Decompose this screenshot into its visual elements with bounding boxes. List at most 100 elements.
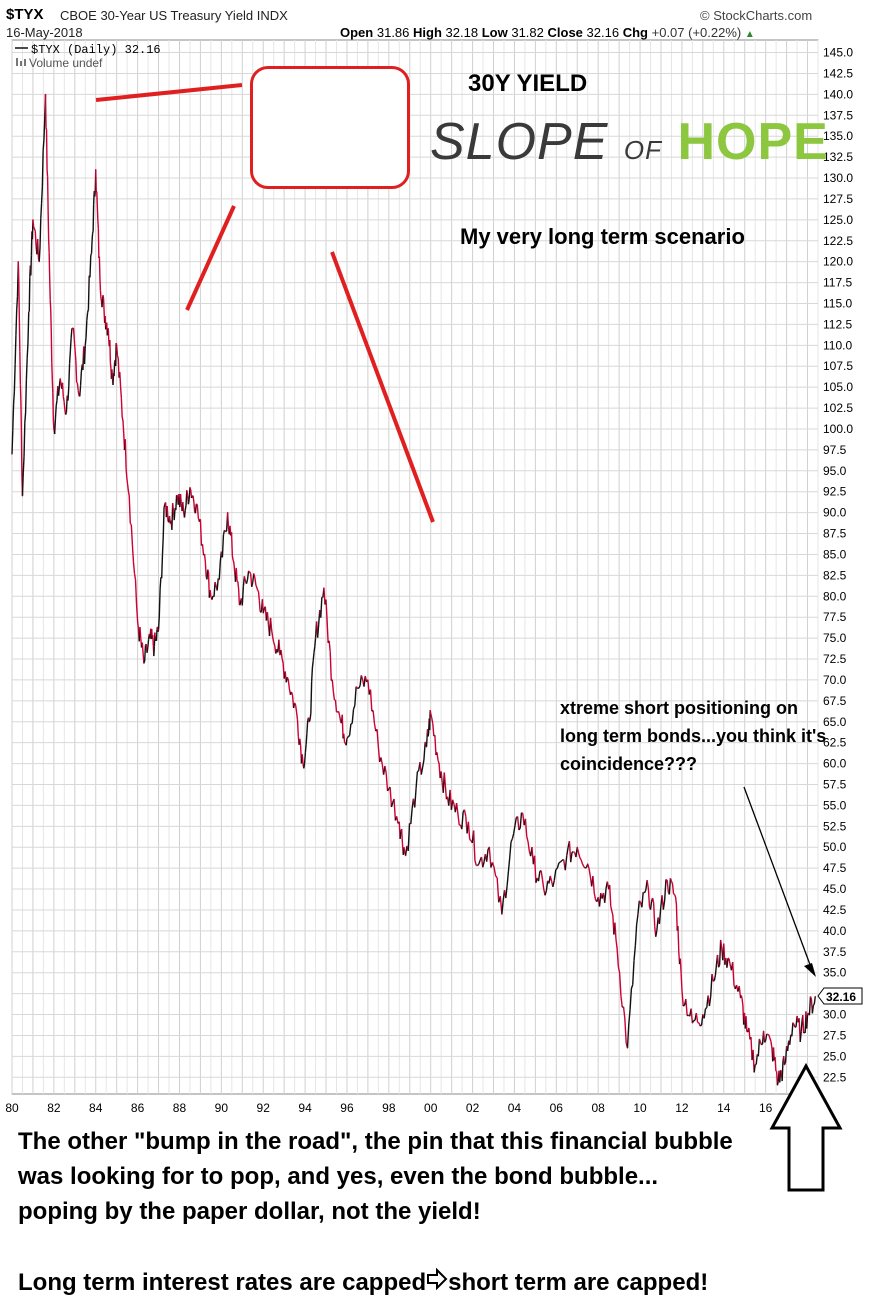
series-segment [686,1014,689,1017]
series-segment [270,629,274,637]
series-segment [624,1018,627,1044]
series-segment [389,787,393,808]
x-tick-label: 88 [173,1101,187,1115]
series-segment [96,205,99,221]
series-segment [699,1024,702,1027]
series-point [287,679,289,681]
series-segment [230,532,234,556]
series-segment [491,862,495,868]
series-segment [128,495,131,524]
plot-area [11,39,819,1095]
series-segment [12,404,15,431]
series-segment [463,809,467,817]
series-segment [393,798,397,821]
x-tick-label: 06 [550,1101,564,1115]
series-segment [188,487,191,500]
series-segment [304,744,307,753]
series-segment [399,831,402,839]
series-segment [260,609,263,613]
series-segment [425,737,428,747]
series-segment [668,878,672,895]
y-tick-label: 75.0 [823,631,847,645]
series-segment [478,859,481,865]
series-segment [155,629,158,641]
series-segment [204,562,207,577]
series-segment [710,974,713,997]
series-segment [266,612,270,625]
y-tick-label: 110.0 [823,338,852,352]
series-segment [555,867,558,871]
series-segment [36,239,40,258]
series-segment [352,705,356,710]
series-segment [614,922,617,940]
x-tick-label: 14 [717,1101,731,1115]
series-segment [753,1064,756,1073]
y-tick-label: 87.5 [823,527,847,541]
series-segment [159,577,162,589]
y-tick-label: 130.0 [823,171,853,185]
series-segment [367,679,370,695]
series-segment [690,1008,694,1023]
y-tick-label: 92.5 [823,485,847,499]
series-segment [311,660,314,668]
series-segment [296,719,299,737]
series-segment [27,311,30,344]
series-segment [641,892,644,908]
series-point [95,169,97,171]
series-point [128,495,130,497]
series-segment [237,581,240,590]
series-segment [350,722,353,725]
series-point [262,612,264,614]
series-segment [40,186,44,204]
series-point [702,1013,704,1016]
series-segment [537,871,541,882]
series-segment [414,788,417,808]
series-point [681,988,683,991]
series-segment [96,191,99,206]
series-point [239,604,241,606]
series-point [111,378,114,380]
series-segment [509,841,512,858]
series-segment [51,379,54,393]
series-segment [74,350,77,361]
series-segment [187,499,190,505]
series-segment [427,732,430,737]
series-point [729,963,731,965]
series-segment [122,420,125,434]
series-segment [723,943,726,965]
series-segment [34,231,37,247]
logo-word-slope: SLOPE [430,113,609,171]
open-label: Open [340,25,374,40]
series-segment [573,851,575,854]
series-segment [86,312,89,321]
series-segment [99,278,102,291]
series-segment [400,829,404,844]
series-point [103,311,105,313]
series-segment [95,169,97,192]
series-segment [203,554,207,563]
series-segment [32,219,35,228]
series-segment [184,505,187,511]
series-segment [328,640,331,652]
series-segment [380,757,383,765]
series-segment [14,335,17,365]
series-segment [432,723,435,737]
series-segment [373,723,377,732]
series-segment [69,337,72,352]
series-segment [812,1003,815,1006]
series-segment [803,1031,805,1034]
series-point [323,587,325,589]
series-segment [106,330,109,336]
chart-date: 16-May-2018 [6,25,83,40]
annotation-short-positioning: xtreme short positioning on long term bo… [560,698,827,774]
series-segment [54,405,57,419]
series-segment [258,600,261,611]
y-tick-label: 137.5 [823,108,853,122]
series-segment [19,351,22,385]
x-tick-label: 86 [131,1101,145,1115]
series-point [543,888,545,890]
y-tick-label: 115.0 [823,297,852,311]
series-segment [182,502,185,513]
low-value: 31.82 [511,25,544,40]
series-segment [47,238,50,253]
